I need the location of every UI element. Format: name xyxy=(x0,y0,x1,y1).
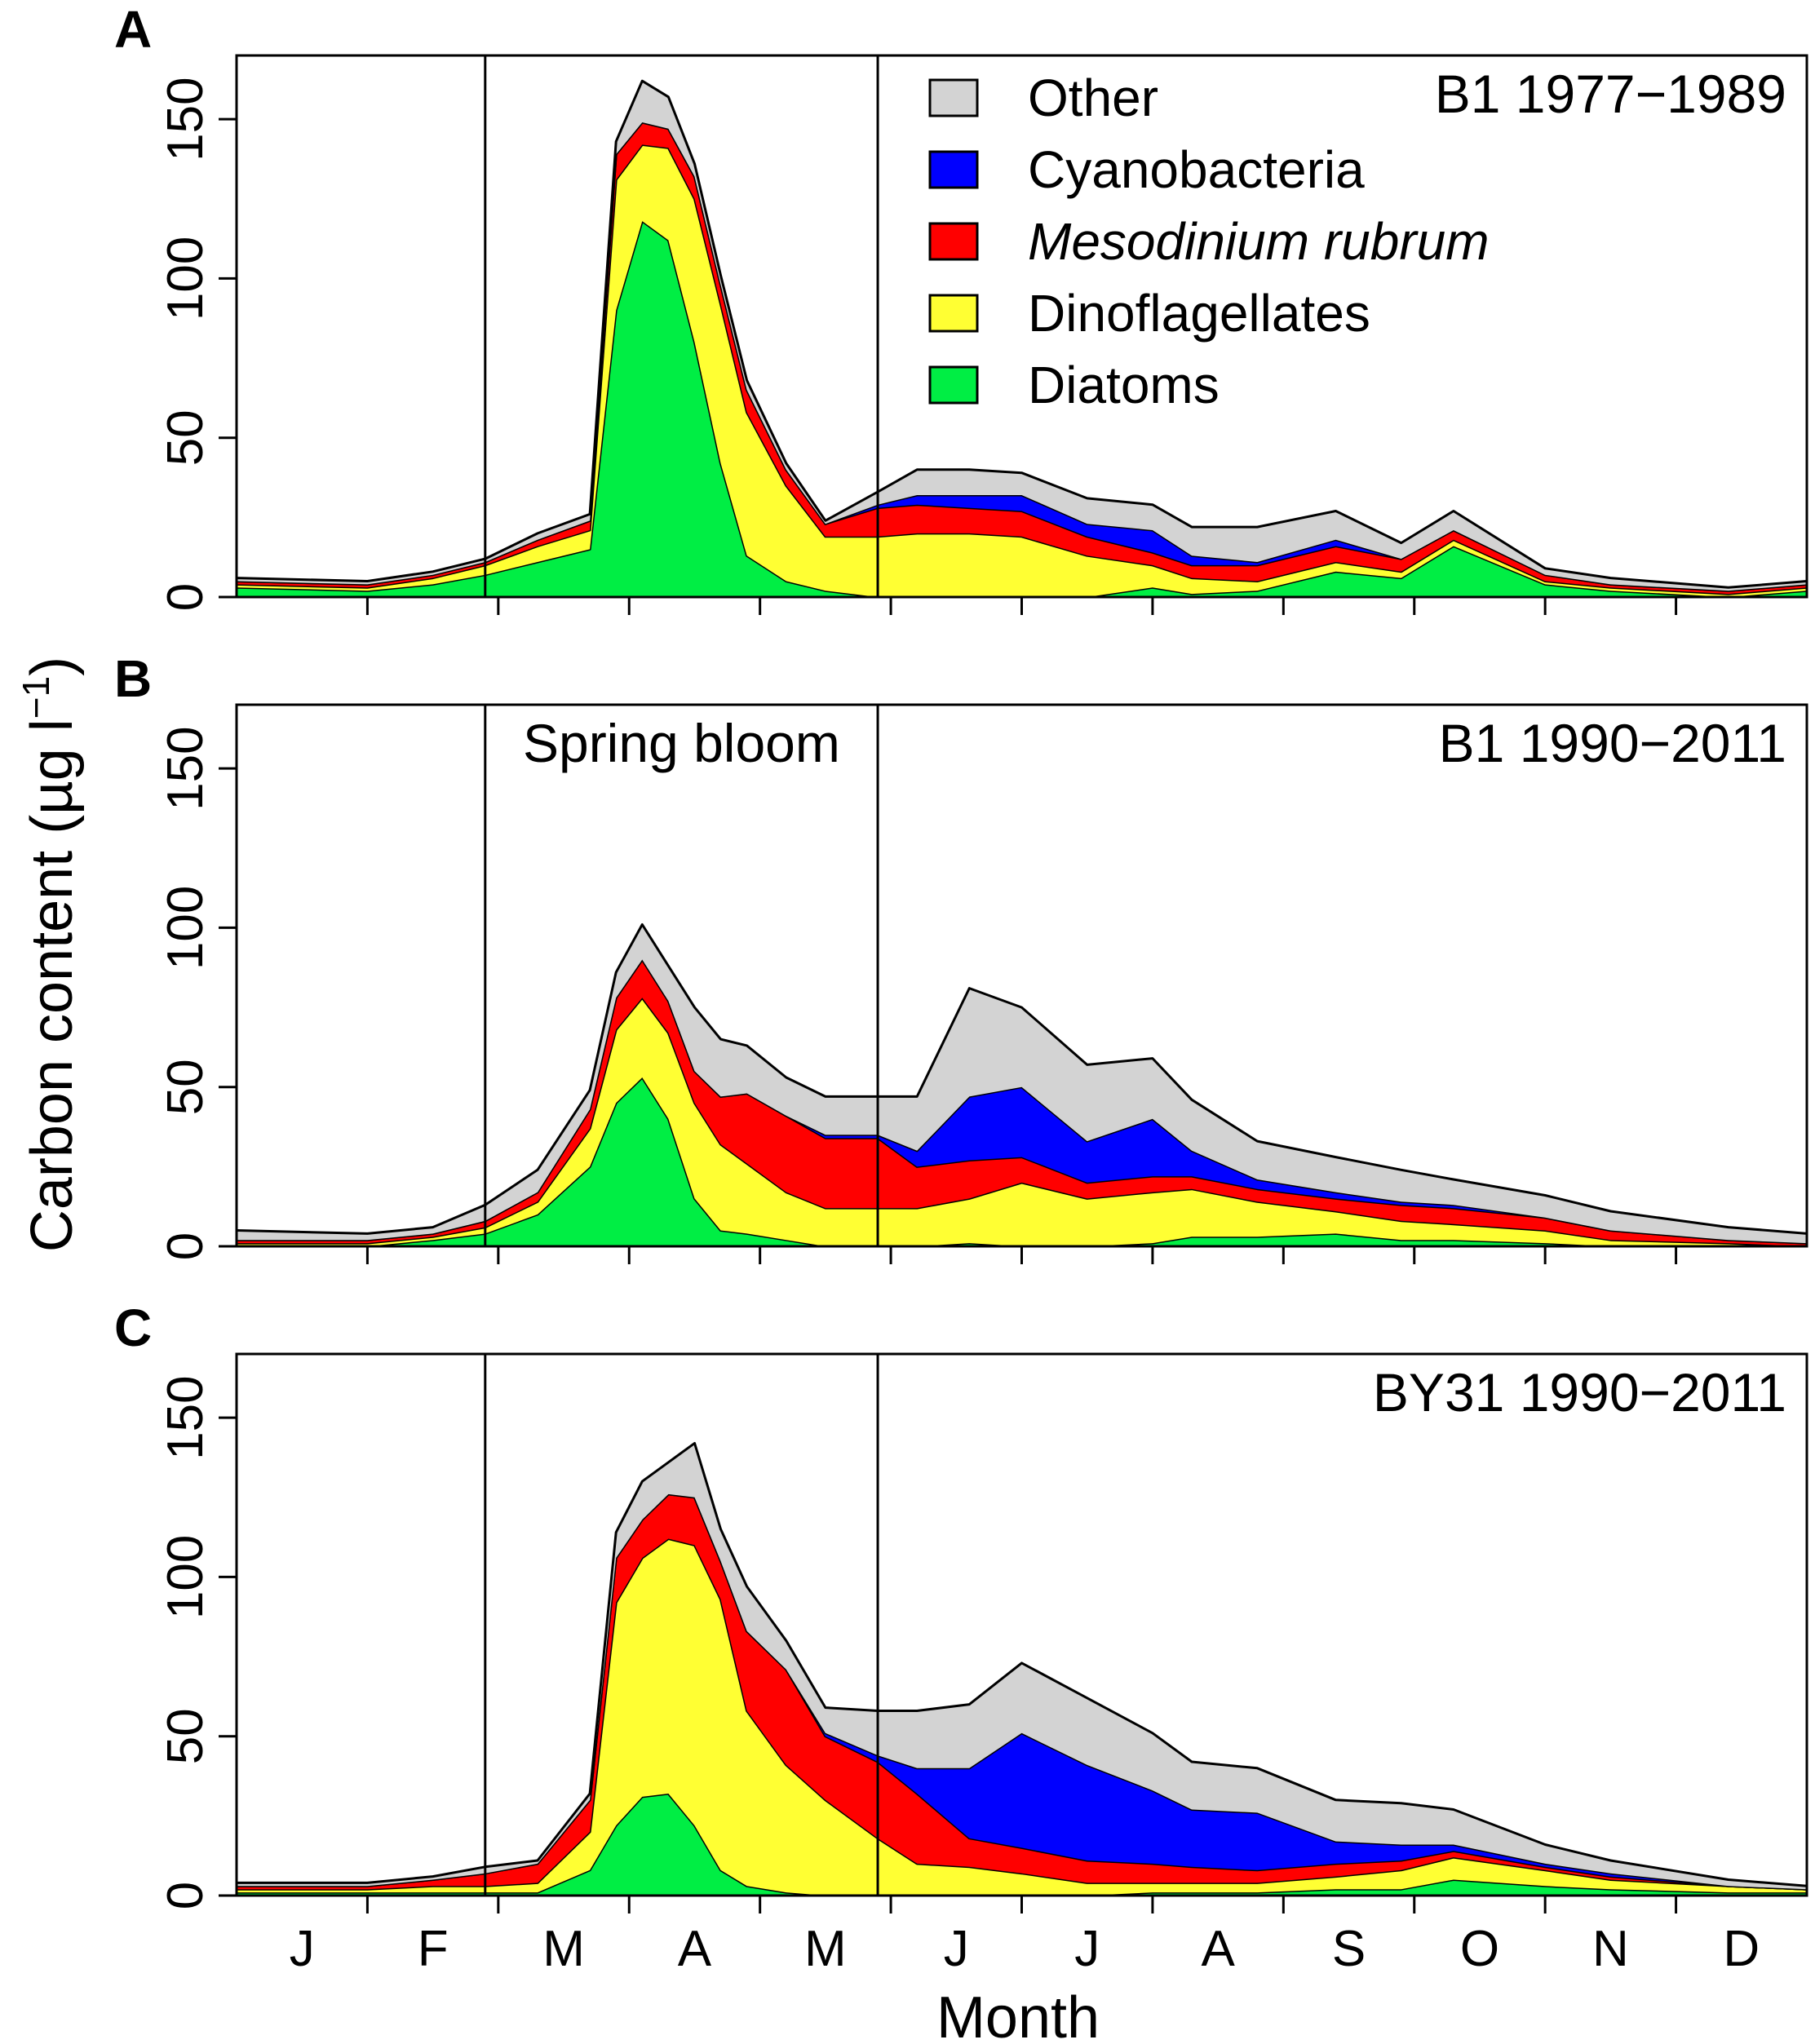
month-label: J xyxy=(1074,1921,1100,1977)
month-label: M xyxy=(804,1921,847,1977)
y-tick-label: 50 xyxy=(157,1708,214,1764)
month-label: A xyxy=(1201,1921,1235,1977)
y-axis-title-close: ) xyxy=(20,657,85,676)
y-tick-label: 150 xyxy=(157,77,214,161)
area-other xyxy=(237,924,1807,1244)
area-diatoms xyxy=(237,221,1807,597)
month-label: O xyxy=(1460,1921,1499,1977)
area-cyanobacteria xyxy=(237,122,1807,591)
area-dinoflagellates xyxy=(237,144,1807,597)
area-diatoms xyxy=(237,1077,1807,1246)
legend-swatch-other xyxy=(928,78,979,117)
legend-label-mesodinium-rubrum: Mesodinium rubrum xyxy=(1028,212,1490,271)
area-cyanobacteria xyxy=(237,1493,1807,1890)
y-tick-label: 0 xyxy=(157,1882,214,1909)
y-axis-title-main: Carbon content (µg l xyxy=(20,719,85,1252)
spring-bloom-label: Spring bloom xyxy=(523,713,840,773)
panel-letter: C xyxy=(114,1299,152,1357)
y-tick-label: 100 xyxy=(157,237,214,321)
legend-swatch-diatoms xyxy=(928,365,979,405)
y-axis-title-exponent: −1 xyxy=(15,676,57,719)
legend-swatch-mesodinium-rubrum xyxy=(928,222,979,261)
y-tick-label: 50 xyxy=(157,1059,214,1115)
area-diatoms xyxy=(237,1794,1807,1896)
area-cyanobacteria xyxy=(237,959,1807,1244)
legend-label-other: Other xyxy=(1028,69,1158,127)
legend: Other Cyanobacteria Mesodinium rubrum Dinof… xyxy=(928,69,1490,414)
legend-label-dinoflagellates: Dinoflagellates xyxy=(1028,284,1370,343)
legend-label-diatoms: Diatoms xyxy=(1028,356,1220,414)
month-label: J xyxy=(944,1921,969,1977)
legend-label-cyanobacteria: Cyanobacteria xyxy=(1028,140,1365,199)
x-axis-title: Month xyxy=(936,1985,1100,2044)
panel-letter: B xyxy=(114,649,152,708)
y-tick-label: 0 xyxy=(157,583,214,611)
y-tick-label: 150 xyxy=(157,1375,214,1459)
area-dinoflagellates xyxy=(237,1538,1807,1896)
month-label: M xyxy=(542,1921,585,1977)
month-label: A xyxy=(678,1921,712,1977)
y-tick-label: 150 xyxy=(157,726,214,810)
month-label: N xyxy=(1592,1921,1629,1977)
y-tick-label: 100 xyxy=(157,1535,214,1619)
y-axis-title: Carbon content (µg l−1) xyxy=(15,657,85,1252)
legend-swatch-dinoflagellates xyxy=(928,294,979,333)
area-other xyxy=(237,81,1807,591)
area-dinoflagellates xyxy=(237,998,1807,1246)
y-tick-label: 50 xyxy=(157,409,214,466)
panel-title: BY31 1990−2011 xyxy=(1373,1362,1786,1422)
area-other xyxy=(237,1443,1807,1890)
y-tick-label: 0 xyxy=(157,1232,214,1260)
month-label: J xyxy=(290,1921,315,1977)
month-label: F xyxy=(418,1921,449,1977)
panel-letter: A xyxy=(114,0,152,59)
panel-title: B1 1990−2011 xyxy=(1439,713,1786,773)
panel-title: B1 1977−1989 xyxy=(1435,64,1786,124)
month-label: S xyxy=(1332,1921,1366,1977)
month-label: D xyxy=(1723,1921,1760,1977)
y-tick-label: 100 xyxy=(157,886,214,970)
legend-swatch-cyanobacteria xyxy=(928,150,979,189)
